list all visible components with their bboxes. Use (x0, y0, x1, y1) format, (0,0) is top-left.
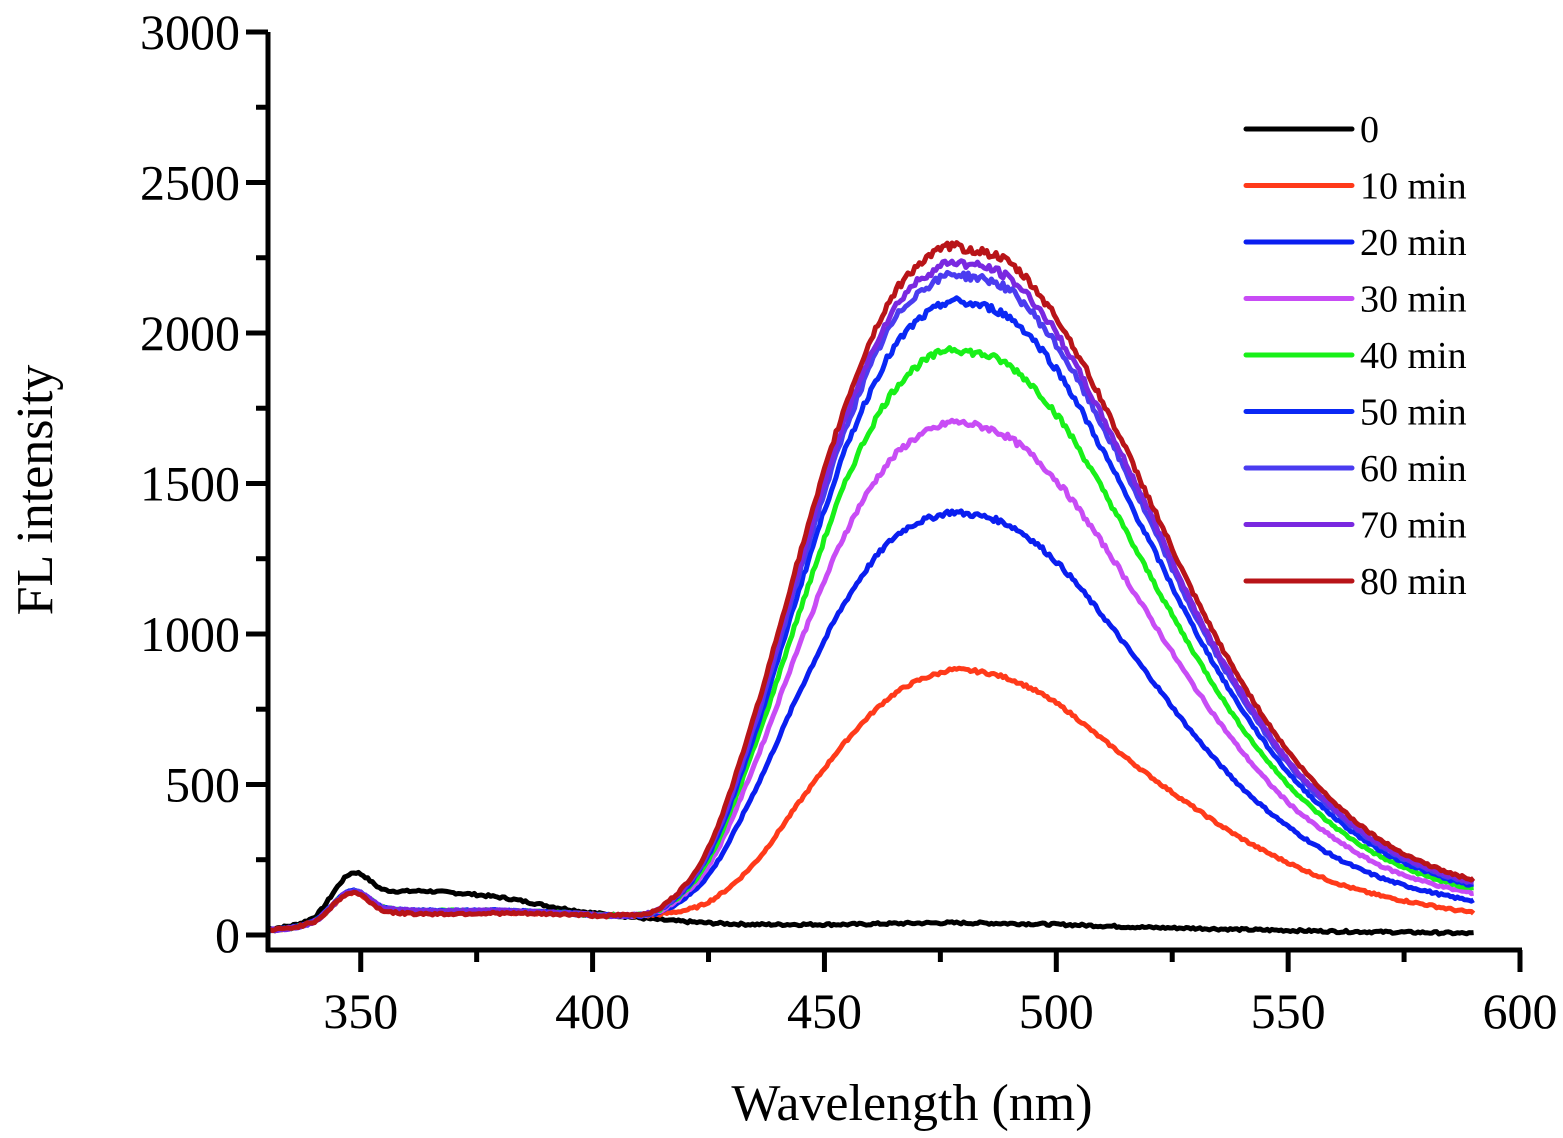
series-line-0 (267, 869, 1474, 937)
series-line-70-min (266, 258, 1475, 933)
legend: 0 10 min 20 min 30 min 40 min 50 min 60 min 70 … (1243, 109, 1467, 603)
series-layer (266, 240, 1476, 937)
legend-item: 80 min (1243, 561, 1467, 603)
legend-label: 80 min (1360, 561, 1467, 603)
x-axis-title: Wavelength (nm) (731, 1075, 1092, 1132)
x-tick-label: 450 (787, 983, 862, 1039)
legend-label: 70 min (1360, 505, 1467, 547)
legend-item: 30 min (1243, 279, 1467, 321)
legend-item: 0 (1243, 109, 1379, 151)
y-tick-label: 1000 (140, 606, 240, 662)
legend-item: 20 min (1243, 222, 1467, 264)
legend-label: 20 min (1360, 222, 1467, 264)
legend-label: 30 min (1360, 279, 1467, 321)
x-tick-label: 500 (1019, 983, 1094, 1039)
legend-label: 50 min (1360, 392, 1467, 434)
legend-label: 60 min (1360, 448, 1467, 490)
y-tick-label: 2500 (140, 154, 240, 210)
legend-label: 0 (1360, 109, 1379, 151)
y-tick-label: 0 (215, 907, 240, 963)
legend-item: 10 min (1243, 166, 1467, 208)
series-line-80-min (267, 240, 1476, 934)
legend-item: 60 min (1243, 448, 1467, 490)
x-tick-label: 550 (1251, 983, 1326, 1039)
legend-item: 40 min (1243, 335, 1467, 377)
series-line-50-min (267, 295, 1474, 934)
legend-label: 40 min (1360, 335, 1467, 377)
y-tick-label: 1500 (140, 455, 240, 511)
series-line-40-min (267, 345, 1474, 934)
legend-item: 50 min (1243, 392, 1467, 434)
x-tick-label: 600 (1483, 983, 1558, 1039)
y-tick-label: 2000 (140, 305, 240, 361)
y-tick-label: 3000 (140, 4, 240, 60)
legend-item: 70 min (1243, 505, 1467, 547)
legend-label: 10 min (1360, 166, 1467, 208)
x-tick-label: 350 (323, 983, 398, 1039)
y-axis-title: FL intensity (7, 365, 64, 616)
ticks: 0 500 1000 1500 2000 2500 3000 350 400 450 500 550 6… (140, 4, 1558, 1039)
x-tick-label: 400 (555, 983, 630, 1039)
series-line-30-min (266, 417, 1474, 934)
series-line-20-min (267, 508, 1475, 933)
y-tick-label: 500 (165, 756, 240, 812)
